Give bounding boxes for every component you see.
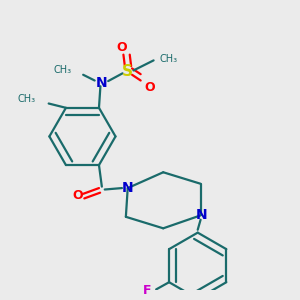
Text: S: S: [122, 64, 133, 80]
Text: CH₃: CH₃: [18, 94, 36, 104]
Text: N: N: [122, 181, 134, 195]
Text: CH₃: CH₃: [53, 65, 72, 75]
Text: O: O: [117, 41, 127, 54]
Text: F: F: [143, 284, 152, 297]
Text: O: O: [72, 189, 83, 202]
Text: N: N: [96, 76, 108, 90]
Text: N: N: [196, 208, 208, 222]
Text: CH₃: CH₃: [159, 54, 178, 64]
Text: O: O: [144, 81, 154, 94]
